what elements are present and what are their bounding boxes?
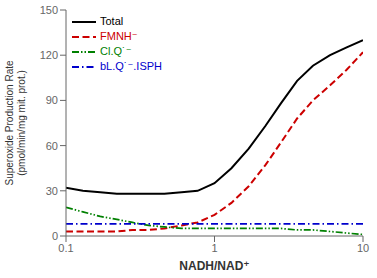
html-text:Cl.Q˙⁻: Cl.Q˙⁻ <box>100 45 132 57</box>
html-text:Total: Total <box>100 15 124 27</box>
svg-text:Superoxide Production Rate(pmo: Superoxide Production Rate(pmol/min/mg m… <box>8 60 27 186</box>
svg-text:90: 90 <box>46 94 58 106</box>
svg-text:0: 0 <box>52 230 58 242</box>
svg-text:10: 10 <box>357 242 369 254</box>
svg-text:150: 150 <box>40 4 58 16</box>
html-text:bL.Q˙⁻.ISPH: bL.Q˙⁻.ISPH <box>100 60 162 72</box>
svg-text:1: 1 <box>211 242 217 254</box>
html-text:FMNH⁻: FMNH⁻ <box>100 30 138 42</box>
svg-text:60: 60 <box>46 140 58 152</box>
svg-text:NADH/NAD⁺: NADH/NAD⁺ <box>179 259 249 273</box>
svg-text:30: 30 <box>46 185 58 197</box>
svg-text:120: 120 <box>40 49 58 61</box>
svg-text:0.1: 0.1 <box>58 242 73 254</box>
